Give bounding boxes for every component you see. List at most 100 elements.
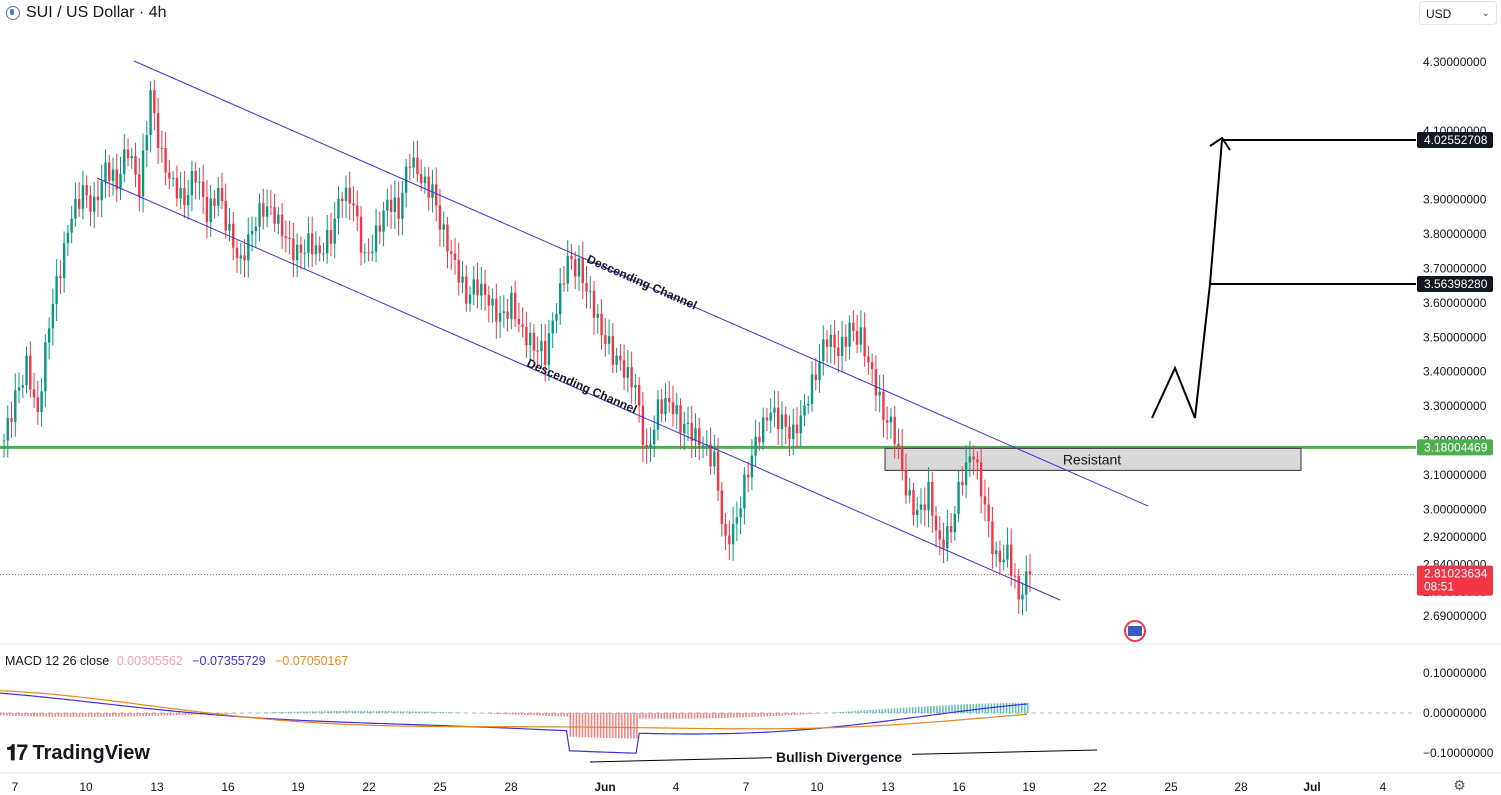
macd-histogram-bar bbox=[863, 710, 865, 713]
macd-histogram-bar bbox=[511, 713, 514, 715]
candle-body bbox=[878, 391, 881, 396]
candle-body bbox=[919, 504, 923, 510]
macd-histogram-bar bbox=[454, 712, 457, 713]
macd-histogram-bar bbox=[896, 708, 899, 713]
candle-body bbox=[679, 405, 682, 434]
macd-histogram-bar bbox=[784, 713, 787, 716]
macd-histogram-bar bbox=[733, 713, 735, 718]
macd-histogram-bar bbox=[911, 707, 914, 713]
candle-body bbox=[743, 474, 746, 509]
macd-histogram-bar bbox=[599, 713, 602, 738]
resistance-zone[interactable] bbox=[884, 447, 1302, 471]
macd-histogram-bar bbox=[975, 703, 978, 713]
macd-histogram-bar bbox=[269, 712, 272, 713]
macd-histogram-bar bbox=[933, 705, 935, 713]
candle-body bbox=[51, 304, 55, 329]
macd-histogram-bar bbox=[954, 704, 956, 713]
macd-histogram-bar bbox=[614, 713, 617, 739]
last-price-badge-bg bbox=[1417, 565, 1493, 596]
candle-body bbox=[495, 298, 498, 322]
macd-histogram-bar bbox=[1005, 703, 1008, 713]
currency-select[interactable]: USD ⌄ bbox=[1419, 1, 1497, 25]
macd-histogram-bar bbox=[681, 713, 684, 719]
gear-icon[interactable]: ⚙ bbox=[1453, 777, 1466, 793]
candle-body bbox=[946, 526, 949, 549]
macd-histogram-bar bbox=[563, 713, 566, 717]
macd-histogram-bar bbox=[93, 713, 96, 717]
tradingview-logo-icon: 𝟏7 bbox=[6, 740, 29, 765]
candle-body bbox=[844, 336, 848, 347]
macd-histogram-bar bbox=[966, 704, 968, 713]
macd-histogram-bar bbox=[145, 713, 148, 717]
macd-histogram-bar bbox=[133, 713, 135, 717]
macd-histogram-bar bbox=[172, 713, 175, 716]
candle-body bbox=[138, 174, 141, 197]
candle-body bbox=[668, 398, 671, 403]
candle-body bbox=[923, 504, 926, 511]
macd-histogram-bar bbox=[811, 713, 814, 714]
macd-histogram-bar bbox=[284, 711, 287, 713]
bar-countdown: 08:51 bbox=[1424, 580, 1454, 594]
macd-histogram-bar bbox=[433, 711, 435, 713]
candle-body bbox=[476, 279, 479, 296]
candle-body bbox=[720, 490, 724, 525]
macd-histogram-bar bbox=[920, 706, 923, 713]
macd-histogram-bar bbox=[690, 713, 693, 719]
macd-histogram-bar bbox=[884, 708, 887, 713]
macd-histogram-bar bbox=[15, 713, 17, 716]
macd-histogram-bar bbox=[848, 711, 850, 713]
macd-histogram-bar bbox=[714, 713, 717, 719]
candle-body bbox=[89, 195, 92, 212]
candle-body bbox=[175, 177, 179, 199]
channel-lower-line[interactable] bbox=[96, 177, 1061, 601]
candle-body bbox=[341, 198, 344, 201]
channel-upper-line[interactable] bbox=[133, 60, 1149, 507]
candle-body bbox=[555, 314, 558, 321]
candle-body bbox=[386, 199, 389, 211]
target-high-badge-bg bbox=[1417, 132, 1493, 148]
macd-histogram-bar bbox=[851, 711, 853, 713]
macd-histogram-bar bbox=[633, 713, 635, 739]
macd-histogram-bar bbox=[757, 713, 759, 717]
candle-body bbox=[600, 313, 603, 336]
candle-body bbox=[115, 169, 118, 190]
candle-body bbox=[765, 417, 769, 421]
macd-histogram-bar bbox=[796, 713, 799, 715]
time-tick-label: 19 bbox=[291, 780, 305, 794]
candle-body bbox=[265, 206, 269, 217]
macd-histogram-bar bbox=[721, 713, 723, 719]
macd-histogram-bar bbox=[539, 713, 541, 716]
time-tick-label: 25 bbox=[433, 780, 447, 794]
macd-histogram-bar bbox=[769, 713, 772, 717]
macd-histogram-bar bbox=[518, 713, 520, 715]
candle-body bbox=[510, 292, 513, 319]
macd-histogram-bar bbox=[699, 713, 702, 719]
macd-histogram-bar bbox=[854, 711, 856, 713]
macd-histogram-bar bbox=[996, 703, 999, 713]
tradingview-logo[interactable]: 𝟏7 TradingView bbox=[6, 740, 150, 766]
candle-body bbox=[209, 198, 212, 223]
macd-histogram-bar bbox=[1017, 702, 1020, 713]
candle-body bbox=[724, 524, 727, 536]
candle-body bbox=[1006, 544, 1009, 560]
macd-histogram-bar bbox=[760, 713, 762, 717]
candle-body bbox=[164, 148, 167, 173]
time-tick-label: 10 bbox=[79, 780, 93, 794]
candle-body bbox=[307, 233, 310, 253]
candle-body bbox=[547, 333, 551, 365]
projection-path[interactable] bbox=[1151, 139, 1223, 419]
macd-histogram-bar bbox=[805, 713, 808, 715]
candle-body bbox=[44, 342, 47, 392]
candle-body bbox=[863, 327, 866, 357]
macd-histogram-bar bbox=[705, 713, 708, 719]
time-tick-label: 10 bbox=[810, 780, 824, 794]
candle-body bbox=[604, 335, 607, 344]
macd-histogram-bar bbox=[24, 713, 26, 717]
candle-body bbox=[333, 218, 336, 244]
macd-histogram-bar bbox=[290, 711, 293, 713]
candle-body bbox=[310, 233, 314, 255]
macd-histogram-bar bbox=[345, 710, 347, 713]
candle-body bbox=[465, 276, 468, 304]
macd-histogram-bar bbox=[905, 707, 908, 713]
